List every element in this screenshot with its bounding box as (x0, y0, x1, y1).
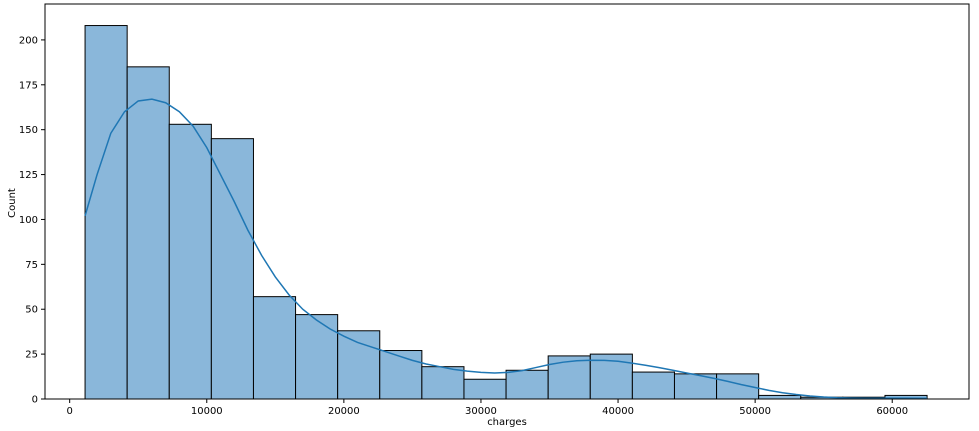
x-tick-label: 10000 (191, 406, 223, 417)
x-tick-label: 20000 (328, 406, 360, 417)
y-tick-label: 0 (32, 395, 38, 406)
histogram-bar-8 (379, 350, 423, 400)
histogram-bar-4 (210, 138, 254, 400)
kde-density-curve (84, 98, 928, 400)
histogram-bar-2 (126, 66, 170, 400)
y-tick-label: 50 (25, 305, 38, 316)
plot-frame (44, 3, 970, 400)
histogram-bar-7 (337, 330, 381, 400)
x-tick-label: 40000 (602, 406, 634, 417)
x-axis-ticks: 0 10000 20000 30000 40000 50000 60000 (66, 399, 908, 417)
y-tick-label: 150 (19, 125, 38, 136)
x-axis-label: charges (487, 417, 527, 428)
y-axis-label: Count (7, 188, 18, 218)
y-tick-label: 125 (19, 170, 38, 181)
x-tick-label: 50000 (739, 406, 771, 417)
histogram-bar-1 (84, 25, 128, 400)
histogram-bar-10 (463, 378, 507, 400)
histogram-bar-14 (631, 371, 675, 400)
x-tick-label: 0 (66, 406, 72, 417)
histogram-bar-12 (547, 355, 591, 400)
histogram-bar-3 (168, 123, 212, 400)
histogram-bar-17 (758, 394, 802, 400)
histogram-bars (84, 25, 928, 400)
histogram-bar-11 (505, 369, 549, 400)
x-tick-label: 60000 (876, 406, 908, 417)
y-tick-label: 100 (19, 215, 38, 226)
histogram-bar-9 (421, 366, 465, 400)
y-tick-label: 175 (19, 80, 38, 91)
y-tick-label: 200 (19, 35, 38, 46)
x-tick-label: 30000 (465, 406, 497, 417)
y-tick-label: 25 (25, 350, 38, 361)
y-tick-label: 75 (25, 260, 38, 271)
histogram-bar-5 (252, 296, 297, 400)
y-axis-ticks: 0 25 50 75 100 125 150 175 200 (19, 35, 45, 406)
histogram-bar-6 (295, 314, 339, 400)
